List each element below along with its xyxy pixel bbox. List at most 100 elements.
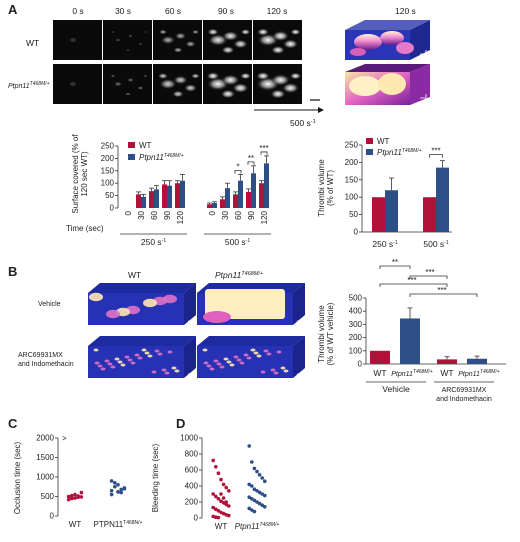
- a1-group-label-0-sup: -1: [162, 238, 167, 244]
- a1-legend-mut-label-sup: T468M/+: [164, 153, 184, 159]
- render-mut-veh-scalebar: [297, 317, 304, 322]
- b-xtick-3-main: Ptpn11: [458, 371, 480, 378]
- b-xtick-3-sup: T468M/+: [480, 369, 500, 375]
- col-label-mutant: Ptpn11T468M/+: [215, 270, 264, 280]
- c-point-1-7: [116, 490, 120, 494]
- b-sig-bracket-3: [409, 293, 478, 297]
- d-point-1-21: [247, 506, 251, 511]
- a1-bar-wt-0-4: [175, 183, 180, 208]
- a1-group-label-1-sup: -1: [246, 238, 251, 244]
- a1-xtick-1-2: 60: [234, 210, 243, 219]
- micro-blob-0-4-3: [256, 28, 270, 36]
- render-wt-arc-blob-4: [157, 352, 163, 356]
- micro-blob-1-2-1: [173, 75, 188, 85]
- b-bar-0: [370, 350, 390, 364]
- chart-surface-covered: 0 50 100 150 200 250 Surface covered (% of120 …: [66, 134, 271, 247]
- render-mut-arc-blob-3: [229, 363, 235, 367]
- c-point-1-8: [119, 487, 123, 492]
- micro-blob-0-1-5: [144, 31, 147, 33]
- a1-legend-wt-label: WT: [139, 141, 152, 150]
- d-point-1-15: [250, 497, 254, 501]
- render-mut-arc-blob-1: [239, 361, 245, 365]
- render-wt-arc-blob-6: [147, 354, 153, 358]
- a1-xtick-0-1: 30: [137, 210, 146, 219]
- time-labels: 0 s 30 s 60 s 90 s 120 s: [72, 6, 287, 16]
- micro-blob-0-3-5: [240, 28, 251, 36]
- a2-xtick-1-sup: -1: [444, 240, 449, 246]
- time-label-3: 90 s: [218, 6, 234, 16]
- render-wt-veh-top: [88, 283, 196, 293]
- render-mut-arc-top: [197, 336, 305, 346]
- b-ytick-label-2: 200: [349, 333, 363, 342]
- render-wt-arc-side: [184, 336, 196, 378]
- d-ylabel-line-0: Bleeding time (sec): [151, 443, 160, 512]
- a2-legend-mut-label-sup: T468M/+: [402, 148, 422, 154]
- a1-bar-wt-1-2: [233, 194, 238, 208]
- micro-speck-0-0: [70, 38, 76, 42]
- render-mut-arc-blob-23: [213, 359, 219, 363]
- b-sig-bracket-1: [409, 275, 448, 279]
- c-point-0-6: [70, 493, 74, 498]
- render-wt-arc-blob-17: [134, 353, 140, 357]
- a2-xtick-0: 250 s-1: [372, 239, 397, 249]
- a2-xtick-1-main: 500 s: [423, 239, 444, 249]
- render-mut-arc-blob-15: [253, 351, 259, 355]
- d-point-1-0: [247, 444, 251, 448]
- render-mut-arc-blob-14: [216, 362, 222, 366]
- panel-b-letter: B: [8, 264, 17, 279]
- b-sig-2: ***: [407, 276, 416, 285]
- b-xtick-1-main: Ptpn11: [391, 371, 413, 378]
- b-group-label-2: and Indomethacin: [436, 396, 492, 403]
- a1-bar-wt-1-3: [246, 191, 251, 208]
- micro-blob-1-4-2: [281, 82, 300, 94]
- a2-xtick-0-main: 250 s: [372, 239, 393, 249]
- a1-xtick-1-1: 30: [221, 210, 230, 219]
- render-mut-arc-blob-18: [280, 366, 286, 370]
- a1-bar-mut-1-2: [238, 180, 243, 208]
- c-point-1-3: [119, 490, 123, 495]
- chart-thrombi-volume-a: 0 50 100 150 200 250 Thrombi volume(% of WT) 25…: [317, 137, 452, 249]
- d-point-1-23: [252, 509, 257, 514]
- a1-bar-mut-1-1: [225, 188, 230, 208]
- micro-blob-1-3-3: [206, 72, 220, 80]
- a1-xtick-0-3: 90: [163, 210, 172, 219]
- b-sig-bracket-0: [379, 265, 411, 269]
- a1-ytick-label-0: 0: [110, 204, 115, 213]
- a1-sig-bracket-1: [247, 161, 255, 165]
- a1-legend-wt-swatch: [128, 142, 135, 148]
- a1-ylabel: Surface covered (% of120 sec WT): [71, 134, 89, 214]
- a2-legend-wt-swatch: [366, 138, 373, 144]
- a1-group-label-0: 250 s-1: [141, 237, 166, 247]
- c-top-marker: >: [62, 434, 67, 443]
- micro-blob-0-4-2: [282, 39, 299, 49]
- d-point-0-25: [221, 496, 226, 500]
- micro-blob-1-1-2: [137, 86, 144, 90]
- a1-xtick-1-4: 120: [260, 210, 269, 224]
- render-mut-arc-blob-12: [226, 360, 232, 364]
- render-wt-arc-blob-12: [117, 360, 123, 364]
- a1-sig-1: **: [248, 154, 254, 163]
- micro-blob-0-4-4: [270, 45, 286, 55]
- render-wt-arc-blob-10: [127, 358, 133, 362]
- shear-rate-label: 500 s-1: [290, 118, 316, 128]
- row-label-mutant: Ptpn11T468M/+: [8, 81, 50, 90]
- micro-blob-0-3-3: [207, 28, 219, 36]
- c-point-0-1: [70, 496, 74, 501]
- a2-legend-mut-label-main: Ptpn11: [377, 148, 402, 157]
- micro-blob-0-3-2: [232, 39, 249, 49]
- c-point-1-0: [109, 488, 114, 493]
- a2-sig-bracket: [429, 154, 443, 158]
- render-mut-arc-blob-7: [209, 367, 215, 371]
- render-wt-arc-scalebar: [188, 370, 195, 375]
- render-wt-arc-blob-8: [137, 356, 143, 360]
- render-mut-arc-blob-10: [236, 358, 242, 362]
- micro-blob-1-3-5: [239, 72, 252, 80]
- c-point-1-2: [116, 483, 120, 487]
- render-wt-arc-blob-18: [171, 366, 177, 370]
- d-ylabel: Bleeding time (sec): [151, 443, 160, 512]
- micro-cell-1-0: [53, 64, 102, 104]
- a1-legend-mut-label: Ptpn11T468M/+: [139, 153, 184, 162]
- render-wt-arc-blob-16: [97, 364, 103, 368]
- render-mut-arc-blob-20: [270, 368, 276, 372]
- b-xtick-0: WT: [373, 368, 386, 378]
